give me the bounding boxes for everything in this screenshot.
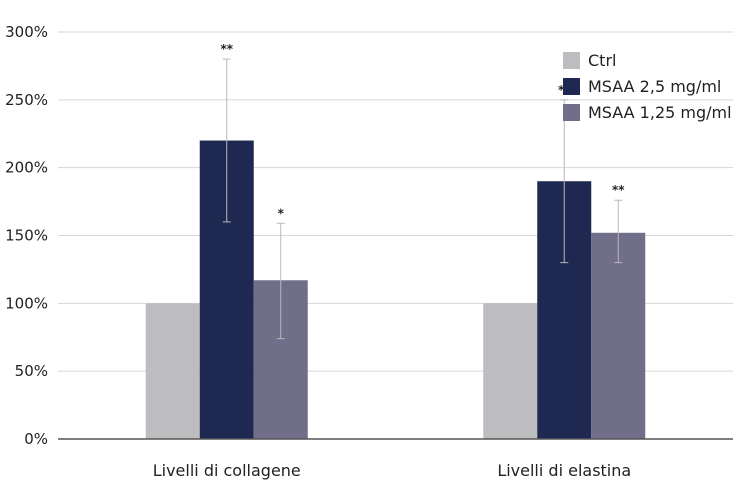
y-tick-label-100: 100% xyxy=(5,294,48,312)
y-tick-label-200: 200% xyxy=(5,159,48,177)
bar-1-2 xyxy=(591,232,646,439)
x-axis-category-labels: Livelli di collagene Livelli di elastina xyxy=(153,461,631,480)
legend-label-0: Ctrl xyxy=(588,51,616,70)
bars xyxy=(145,140,646,440)
legend: Ctrl MSAA 2,5 mg/ml MSAA 1,25 mg/ml xyxy=(563,51,732,122)
y-tick-label-150: 150% xyxy=(5,227,48,245)
bar-1-0 xyxy=(483,303,538,439)
y-tick-label-50: 50% xyxy=(15,362,48,380)
legend-label-2: MSAA 1,25 mg/ml xyxy=(588,103,732,122)
significance-marker-1-2: ** xyxy=(612,183,625,197)
legend-label-1: MSAA 2,5 mg/ml xyxy=(588,77,721,96)
bar-0-0 xyxy=(145,303,200,439)
y-tick-label-250: 250% xyxy=(5,91,48,109)
legend-swatch-2 xyxy=(563,104,580,121)
category-label-1: Livelli di elastina xyxy=(497,461,631,480)
error-bars xyxy=(222,58,623,340)
category-label-0: Livelli di collagene xyxy=(153,461,301,480)
significance-marker-0-2: * xyxy=(278,206,285,220)
y-axis-tick-labels: 0% 50% 100% 150% 200% 250% 300% xyxy=(5,23,48,448)
legend-swatch-1 xyxy=(563,78,580,95)
legend-swatch-0 xyxy=(563,52,580,69)
y-tick-label-300: 300% xyxy=(5,23,48,41)
significance-marker-0-1: ** xyxy=(220,42,233,56)
y-tick-label-0: 0% xyxy=(24,430,48,448)
